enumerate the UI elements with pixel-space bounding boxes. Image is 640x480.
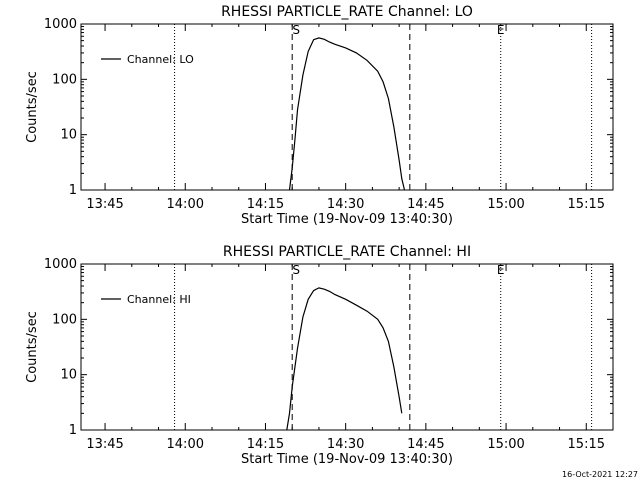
- x-tick-label: 15:15: [568, 437, 605, 452]
- marker-label: S: [292, 23, 300, 37]
- x-axis-label: Start Time (19-Nov-09 13:40:30): [241, 212, 453, 227]
- x-tick-label: 14:15: [247, 437, 284, 452]
- legend-label: Channel: LO: [127, 53, 194, 66]
- y-tick-label: 100: [52, 312, 77, 327]
- x-tick-label: 14:15: [247, 197, 284, 212]
- plot-frame: [80, 263, 614, 431]
- x-tick-label: 15:00: [487, 197, 524, 212]
- x-tick-label: 15:15: [568, 197, 605, 212]
- x-tick-label: 13:45: [86, 197, 123, 212]
- y-tick-label: 10: [60, 368, 77, 383]
- y-tick-label: 1: [69, 423, 77, 438]
- timestamp-label: 16-Oct-2021 12:27: [562, 470, 638, 479]
- x-tick-label: 14:00: [167, 197, 204, 212]
- y-axis-label: Counts/sec: [25, 71, 40, 143]
- x-tick-label: 13:45: [86, 437, 123, 452]
- marker-label: S: [292, 263, 300, 277]
- plot-frame: [80, 23, 614, 191]
- x-axis-label: Start Time (19-Nov-09 13:40:30): [241, 452, 453, 467]
- x-tick-label: 14:45: [407, 197, 444, 212]
- legend-label: Channel: HI: [127, 293, 191, 306]
- y-tick-label: 1000: [44, 257, 77, 272]
- chart-title: RHESSI PARTICLE_RATE Channel: LO: [221, 4, 473, 20]
- series-line: [288, 37, 406, 191]
- x-tick-label: 14:00: [167, 437, 204, 452]
- y-tick-label: 1000: [44, 17, 77, 32]
- x-tick-label: 14:30: [327, 197, 364, 212]
- y-tick-label: 1: [69, 183, 77, 198]
- y-tick-label: 10: [60, 128, 77, 143]
- x-tick-label: 15:00: [487, 437, 524, 452]
- series-line: [286, 287, 403, 431]
- y-tick-label: 100: [52, 72, 77, 87]
- chart-title: RHESSI PARTICLE_RATE Channel: HI: [223, 244, 471, 260]
- y-axis-label: Counts/sec: [25, 311, 40, 383]
- marker-label: E: [497, 263, 505, 277]
- marker-label: E: [497, 23, 505, 37]
- x-tick-label: 14:30: [327, 437, 364, 452]
- x-tick-label: 14:45: [407, 437, 444, 452]
